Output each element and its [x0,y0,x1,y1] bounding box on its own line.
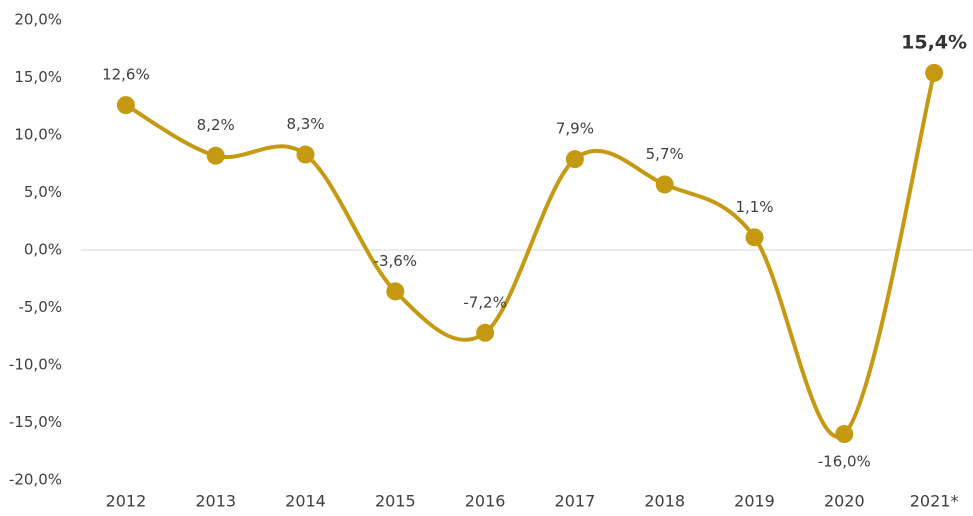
y-tick-label: -10,0% [9,356,62,374]
point [565,150,584,169]
y-tick-label: 20,0% [14,11,62,29]
x-tick-label: 2016 [465,492,506,511]
point [655,175,674,194]
data-label: 8,3% [286,115,324,133]
data-label: 1,1% [735,198,773,216]
point [476,323,495,342]
point [296,145,315,164]
point [116,96,135,115]
point [745,228,764,247]
x-tick-label: 2017 [555,492,596,511]
point [206,146,225,165]
y-tick-label: -5,0% [18,298,62,316]
data-label: -7,2% [463,293,507,311]
y-tick-label: 5,0% [24,183,62,201]
y-tick-label: 15,0% [14,68,62,86]
x-tick-label: 2018 [644,492,685,511]
data-label: -3,6% [374,252,418,270]
point [925,63,944,82]
data-label: 7,9% [556,120,594,138]
point [386,282,405,301]
x-tick-label: 2014 [285,492,326,511]
x-tick-label: 2015 [375,492,416,511]
line [124,72,937,439]
x-tick-label: 2021* [910,492,959,511]
y-tick-label: 10,0% [14,126,62,144]
data-label: 8,2% [197,116,235,134]
x-tick-label: 2013 [195,492,236,511]
data-label: -16,0% [818,453,871,471]
data-label: 15,4% [901,31,967,53]
data-label: 5,7% [646,145,684,163]
y-tick-label: 0,0% [24,241,62,259]
x-tick-label: 2019 [734,492,775,511]
x-tick-label: 2020 [824,492,865,511]
point [835,425,854,443]
x-tick-label: 2012 [106,492,147,511]
y-tick-label: -20,0% [9,471,62,489]
data-label: 12,6% [102,66,150,84]
y-tick-label: -15,0% [9,413,62,431]
